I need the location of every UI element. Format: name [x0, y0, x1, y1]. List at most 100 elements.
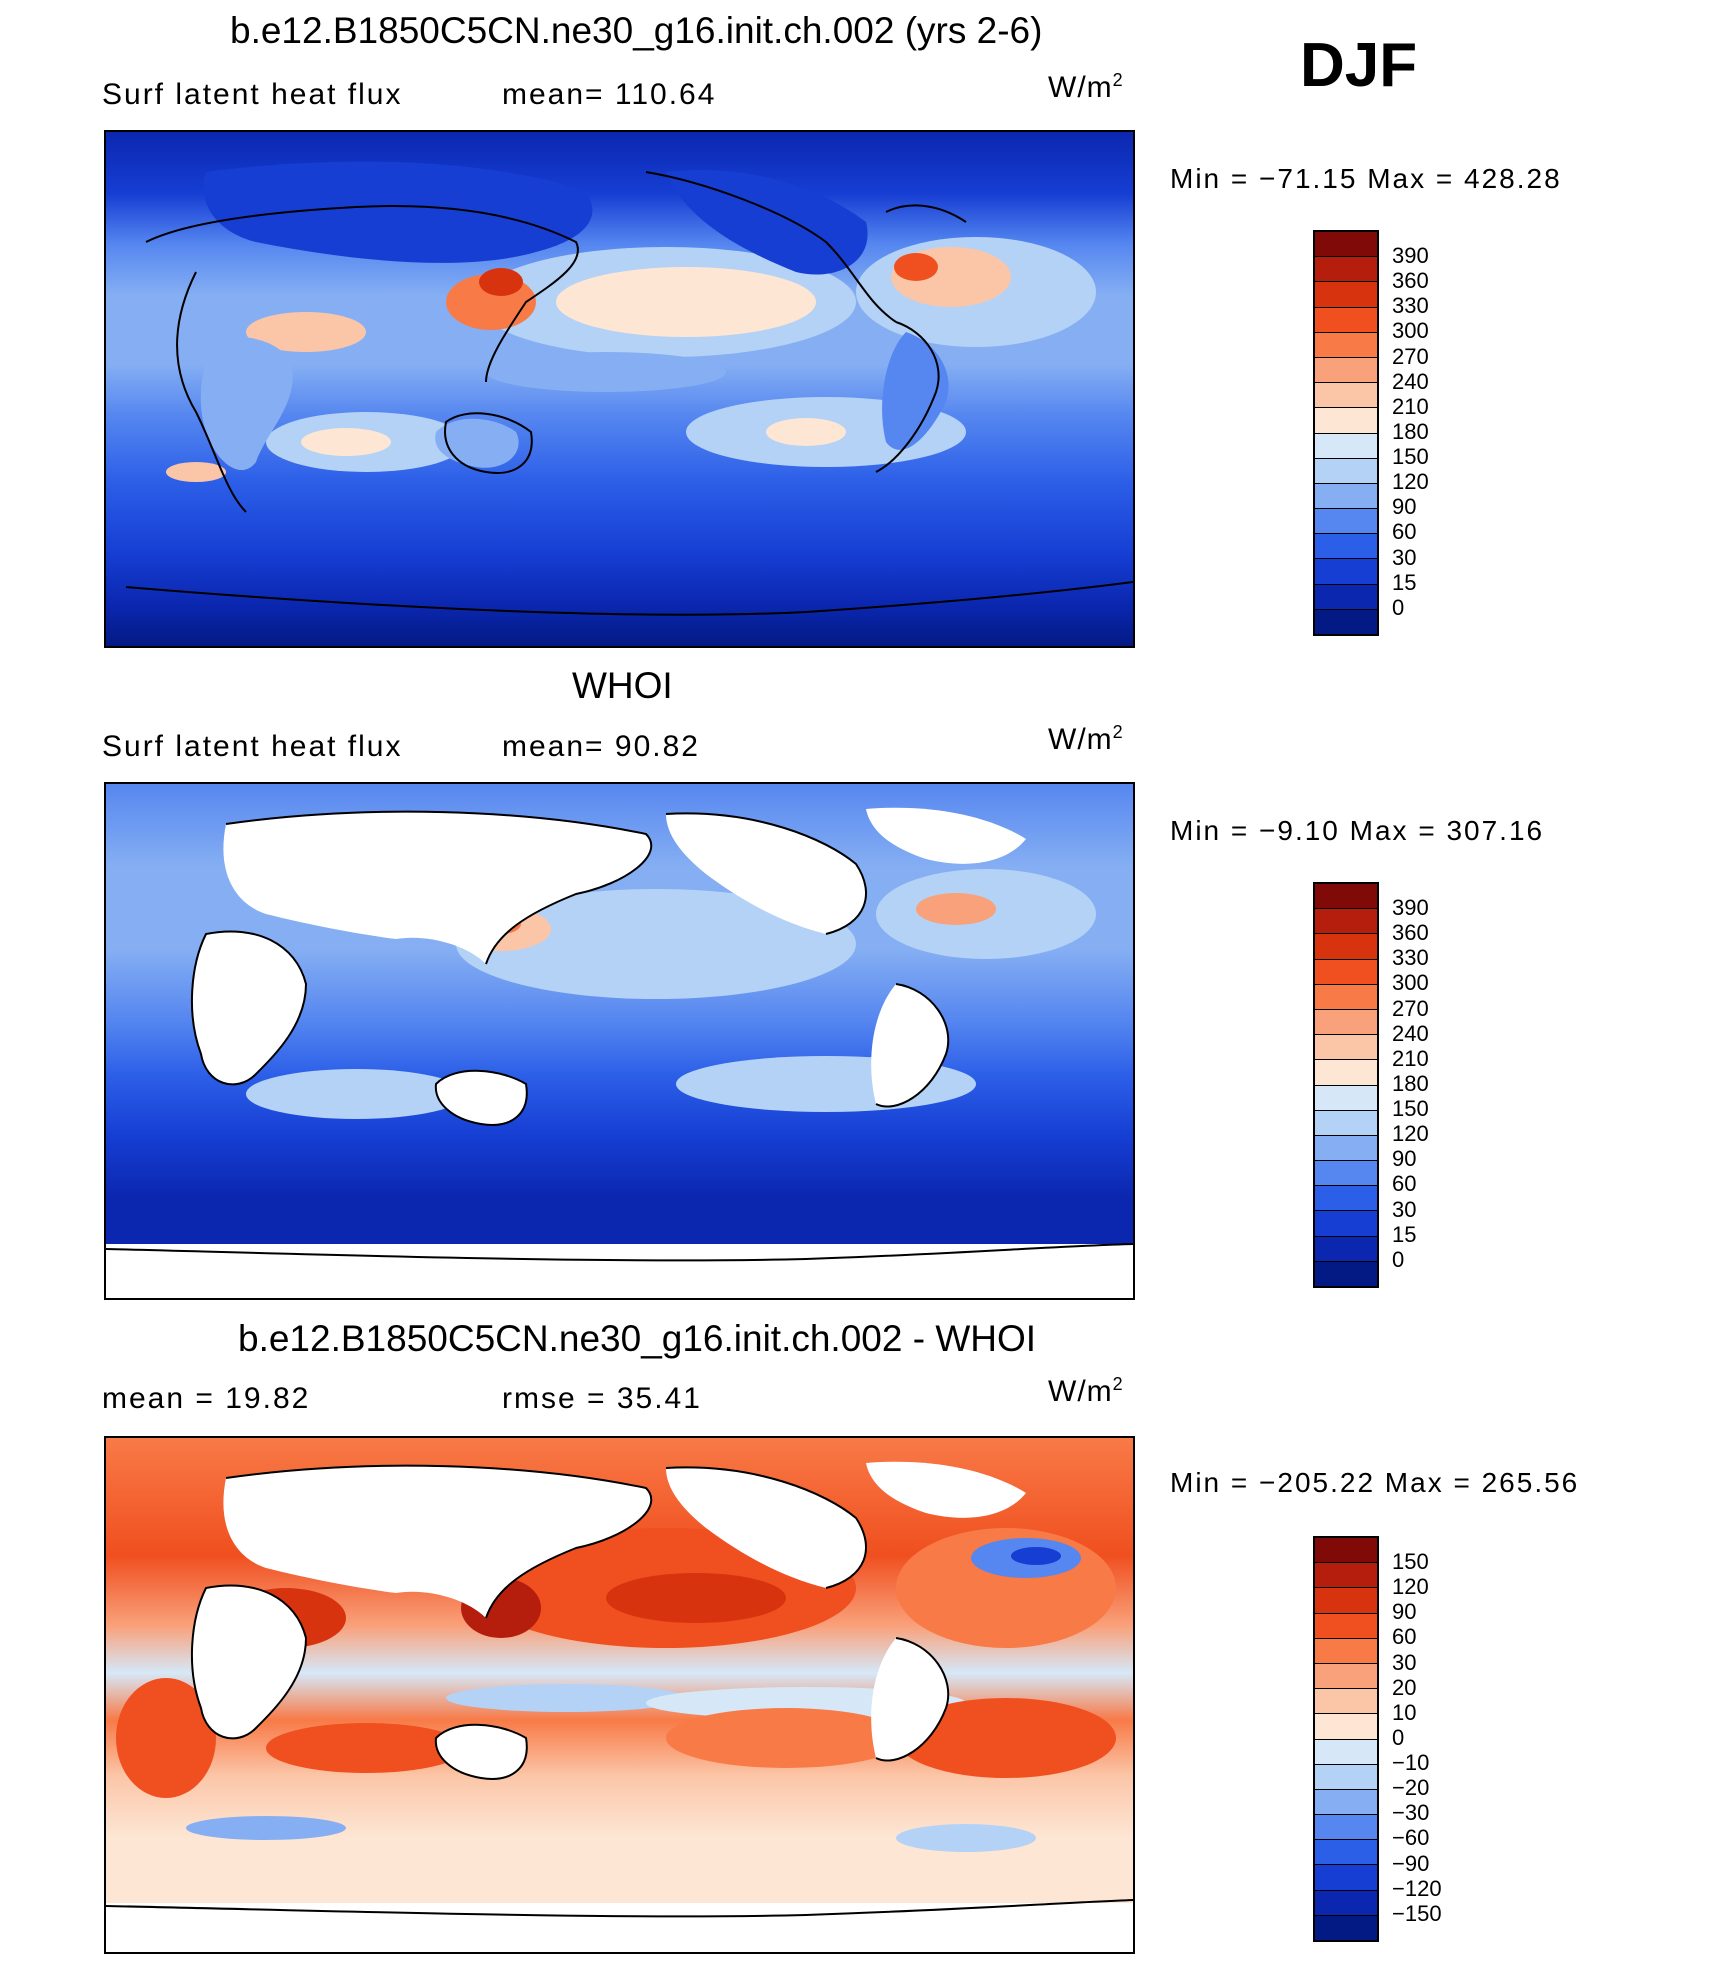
colorbar-tick-label: 300: [1392, 318, 1429, 344]
colorbar-swatch: [1315, 934, 1377, 960]
colorbar-swatch: [1315, 1135, 1377, 1162]
colorbar-swatch: [1315, 1085, 1377, 1111]
colorbar-swatch: [1315, 1689, 1377, 1715]
colorbar-tick-label: 150: [1392, 444, 1429, 469]
colorbar-tick-label: 30: [1392, 1196, 1417, 1222]
panel1-title: b.e12.B1850C5CN.ne30_g16.init.ch.002 (yr…: [230, 10, 1043, 51]
colorbar-swatch: [1315, 959, 1377, 985]
colorbar-swatch: [1315, 1840, 1377, 1866]
colorbar-swatch: [1315, 232, 1377, 258]
colorbar-swatch: [1315, 1815, 1377, 1841]
colorbar-swatch: [1315, 1261, 1377, 1286]
colorbar-tick-label: 20: [1392, 1674, 1417, 1700]
colorbar-swatch: [1315, 408, 1377, 434]
panel2-title: WHOI: [572, 665, 673, 706]
panel1-minmax: Min = −71.15 Max = 428.28: [1170, 163, 1562, 194]
colorbar-tick-label: 120: [1392, 1121, 1429, 1147]
colorbar-tick-label: 360: [1392, 268, 1429, 294]
panel1-colorbar: [1313, 230, 1379, 636]
colorbar-tick-label: −30: [1392, 1800, 1430, 1826]
colorbar-swatch: [1315, 1236, 1377, 1262]
colorbar-swatch: [1315, 884, 1377, 910]
colorbar-swatch: [1315, 1789, 1377, 1816]
colorbar-swatch: [1315, 509, 1377, 535]
panel3-units: W/m2: [1048, 1374, 1124, 1408]
colorbar-swatch: [1315, 1764, 1377, 1790]
panel3-rmse-label: rmse = 35.41: [502, 1382, 702, 1415]
colorbar-swatch: [1315, 307, 1377, 333]
colorbar-tick-label: 30: [1392, 544, 1417, 570]
colorbar-tick-label: 360: [1392, 920, 1429, 946]
panel1-units: W/m2: [1048, 70, 1124, 104]
colorbar-swatch: [1315, 1613, 1377, 1639]
colorbar-swatch: [1315, 909, 1377, 935]
colorbar-tick-label: 150: [1392, 1096, 1429, 1121]
colorbar-tick-label: 60: [1392, 519, 1417, 545]
panel1-map: [104, 130, 1135, 648]
colorbar-tick-label: 15: [1392, 1221, 1417, 1247]
colorbar-tick-label: 330: [1392, 945, 1429, 971]
colorbar-swatch: [1315, 357, 1377, 384]
colorbar-tick-label: −90: [1392, 1850, 1430, 1876]
colorbar-swatch: [1315, 1110, 1377, 1136]
colorbar-tick-label: 390: [1392, 895, 1429, 920]
colorbar-swatch: [1315, 1739, 1377, 1765]
colorbar-swatch: [1315, 1035, 1377, 1061]
colorbar-tick-label: 120: [1392, 469, 1429, 495]
colorbar-tick-label: 120: [1392, 1574, 1429, 1600]
colorbar-tick-label: 90: [1392, 1599, 1417, 1625]
panel3-title: b.e12.B1850C5CN.ne30_g16.init.ch.002 - W…: [238, 1318, 1037, 1359]
colorbar-swatch: [1315, 1638, 1377, 1664]
colorbar-swatch: [1315, 483, 1377, 510]
season-label: DJF: [1300, 31, 1418, 100]
panel3-colorbar: [1313, 1536, 1379, 1942]
colorbar-swatch: [1315, 1563, 1377, 1589]
colorbar-swatch: [1315, 332, 1377, 358]
colorbar-tick-label: 240: [1392, 368, 1429, 394]
colorbar-swatch: [1315, 1890, 1377, 1916]
panel3-minmax: Min = −205.22 Max = 265.56: [1170, 1467, 1580, 1498]
colorbar-tick-label: −10: [1392, 1750, 1430, 1775]
colorbar-tick-label: 330: [1392, 293, 1429, 319]
colorbar-swatch: [1315, 534, 1377, 560]
colorbar-swatch: [1315, 984, 1377, 1010]
colorbar-tick-label: 90: [1392, 1146, 1417, 1172]
colorbar-tick-label: 210: [1392, 393, 1429, 419]
colorbar-tick-label: 300: [1392, 970, 1429, 996]
panel2-minmax: Min = −9.10 Max = 307.16: [1170, 815, 1545, 846]
colorbar-tick-label: −150: [1392, 1900, 1442, 1926]
panel2-map: [104, 782, 1135, 1300]
colorbar-tick-label: 150: [1392, 1549, 1429, 1574]
colorbar-tick-label: 60: [1392, 1624, 1417, 1650]
colorbar-swatch: [1315, 433, 1377, 459]
colorbar-tick-label: −20: [1392, 1775, 1430, 1801]
colorbar-swatch: [1315, 1915, 1377, 1940]
colorbar-swatch: [1315, 1060, 1377, 1086]
colorbar-tick-label: 0: [1392, 594, 1405, 620]
panel3-map: [104, 1436, 1135, 1954]
panel2-mean-label: mean= 90.82: [502, 730, 700, 763]
colorbar-tick-label: 15: [1392, 569, 1417, 595]
colorbar-swatch: [1315, 1186, 1377, 1212]
colorbar-tick-label: 0: [1392, 1246, 1405, 1272]
panel2-units: W/m2: [1048, 722, 1124, 756]
colorbar-swatch: [1315, 1538, 1377, 1564]
colorbar-swatch: [1315, 1714, 1377, 1740]
colorbar-tick-label: 10: [1392, 1699, 1417, 1725]
colorbar-swatch: [1315, 559, 1377, 585]
colorbar-swatch: [1315, 1211, 1377, 1237]
panel1-mean-label: mean= 110.64: [502, 78, 717, 111]
colorbar-swatch: [1315, 1865, 1377, 1891]
colorbar-tick-label: 270: [1392, 343, 1429, 369]
colorbar-tick-label: 0: [1392, 1724, 1405, 1750]
colorbar-tick-label: 390: [1392, 243, 1429, 268]
colorbar-tick-label: −120: [1392, 1875, 1442, 1901]
colorbar-tick-label: 210: [1392, 1045, 1429, 1071]
colorbar-swatch: [1315, 1161, 1377, 1187]
panel2-variable-label: Surf latent heat flux: [102, 730, 403, 763]
panel1-variable-label: Surf latent heat flux: [102, 78, 403, 111]
colorbar-tick-label: 180: [1392, 418, 1429, 444]
colorbar-swatch: [1315, 257, 1377, 283]
panel3-mean-label: mean = 19.82: [102, 1382, 311, 1415]
colorbar-swatch: [1315, 609, 1377, 634]
